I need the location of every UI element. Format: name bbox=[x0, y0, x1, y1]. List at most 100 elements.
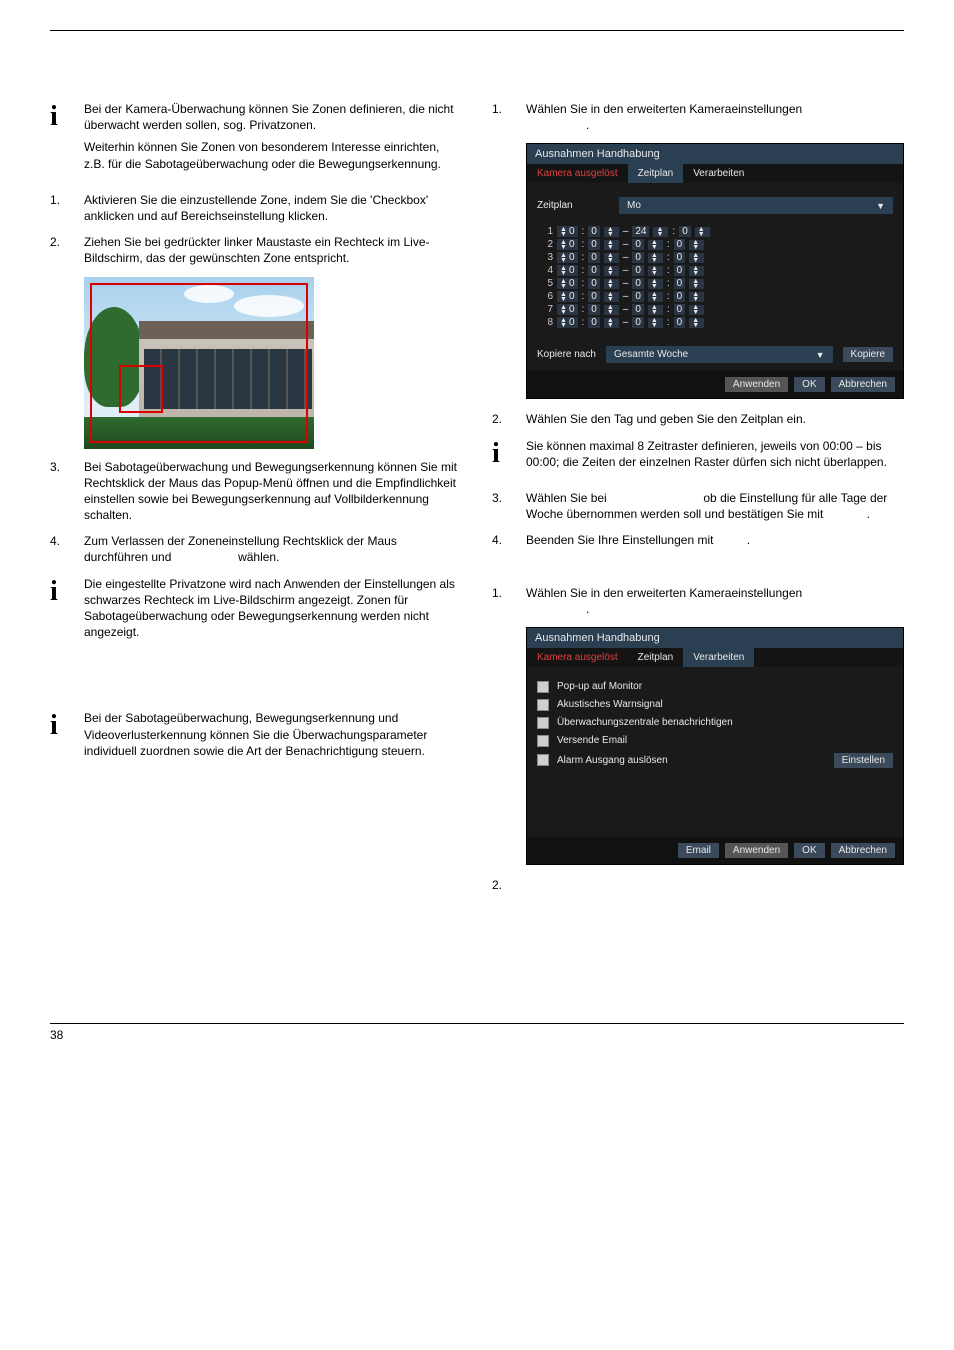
step-num: 1. bbox=[50, 192, 84, 208]
time-spinner[interactable]: ▲▼ bbox=[648, 253, 663, 263]
info-block-3: i Bei der Sabotageüberwachung, Bewegungs… bbox=[50, 710, 462, 765]
time-spinner[interactable]: ▲▼ bbox=[689, 305, 704, 315]
info3: Bei der Sabotageüberwachung, Bewegungser… bbox=[84, 710, 462, 759]
time-spinner[interactable]: 0 bbox=[632, 239, 644, 250]
checkbox[interactable] bbox=[537, 735, 549, 747]
time-spinner[interactable]: 0 bbox=[674, 278, 686, 289]
time-spinner[interactable]: ▲▼0 bbox=[557, 317, 578, 328]
time-spinner[interactable]: ▲▼ bbox=[648, 318, 663, 328]
step-num: 4. bbox=[50, 533, 84, 549]
time-spinner[interactable]: ▲▼ bbox=[695, 227, 710, 237]
tab-kamera[interactable]: Kamera ausgelöst bbox=[527, 648, 628, 667]
time-spinner[interactable]: 24 bbox=[632, 226, 649, 237]
step-num: 3. bbox=[50, 459, 84, 475]
time-spinner[interactable]: 0 bbox=[588, 291, 600, 302]
time-spinner[interactable]: ▲▼ bbox=[648, 279, 663, 289]
checkbox[interactable] bbox=[537, 699, 549, 711]
time-spinner[interactable]: 0 bbox=[632, 304, 644, 315]
step-num: 4. bbox=[492, 532, 526, 548]
time-spinner[interactable]: 0 bbox=[588, 304, 600, 315]
time-spinner[interactable]: ▲▼ bbox=[648, 305, 663, 315]
ok-button[interactable]: OK bbox=[794, 377, 824, 392]
time-spinner[interactable]: ▲▼ bbox=[648, 266, 663, 276]
time-spinner[interactable]: 0 bbox=[674, 291, 686, 302]
tab-zeitplan[interactable]: Zeitplan bbox=[628, 164, 684, 183]
chk-central: Überwachungszentrale benachrichtigen bbox=[557, 717, 733, 728]
time-spinner[interactable]: ▲▼0 bbox=[557, 226, 578, 237]
info2: Die eingestellte Privatzone wird nach An… bbox=[84, 576, 462, 641]
info-block-2: i Die eingestellte Privatzone wird nach … bbox=[50, 576, 462, 647]
time-spinner[interactable]: ▲▼0 bbox=[557, 265, 578, 276]
r1-step4: Beenden Sie Ihre Einstellungen mit . bbox=[526, 532, 904, 548]
copy-button[interactable]: Kopiere bbox=[843, 347, 893, 362]
time-spinner[interactable]: ▲▼ bbox=[604, 240, 619, 250]
tab-verarbeiten[interactable]: Verarbeiten bbox=[683, 648, 754, 667]
camera-preview-image bbox=[84, 277, 314, 449]
time-spinner[interactable]: ▲▼ bbox=[604, 279, 619, 289]
time-spinner[interactable]: 0 bbox=[674, 239, 686, 250]
apply-button[interactable]: Anwenden bbox=[725, 377, 788, 392]
r1-step3: Wählen Sie bei ob die Einstellung für al… bbox=[526, 490, 904, 522]
time-spinner[interactable]: 0 bbox=[588, 239, 600, 250]
time-spinner[interactable]: ▲▼ bbox=[604, 266, 619, 276]
info-icon: i bbox=[50, 710, 84, 740]
time-spinner[interactable]: ▲▼ bbox=[604, 292, 619, 302]
time-spinner[interactable]: 0 bbox=[679, 226, 691, 237]
time-spinner[interactable]: 0 bbox=[588, 226, 600, 237]
time-spinner[interactable]: 0 bbox=[674, 317, 686, 328]
time-spinner[interactable]: ▲▼ bbox=[689, 292, 704, 302]
time-spinner[interactable]: 0 bbox=[632, 265, 644, 276]
time-spinner[interactable]: ▲▼ bbox=[689, 253, 704, 263]
time-spinner[interactable]: ▲▼ bbox=[604, 253, 619, 263]
chk-alarm: Alarm Ausgang auslösen bbox=[557, 755, 668, 766]
tab-verarbeiten[interactable]: Verarbeiten bbox=[683, 164, 754, 183]
time-spinner[interactable]: 0 bbox=[588, 317, 600, 328]
step-num: 1. bbox=[492, 585, 526, 601]
time-spinner[interactable]: 0 bbox=[632, 252, 644, 263]
time-spinner[interactable]: 0 bbox=[588, 265, 600, 276]
checkbox[interactable] bbox=[537, 754, 549, 766]
time-spinner[interactable]: ▲▼0 bbox=[557, 239, 578, 250]
cancel-button[interactable]: Abbrechen bbox=[831, 377, 895, 392]
copy-label: Kopiere nach bbox=[537, 349, 596, 360]
time-spinner[interactable]: ▲▼0 bbox=[557, 252, 578, 263]
step-num: 3. bbox=[492, 490, 526, 506]
ok-button[interactable]: OK bbox=[794, 843, 824, 858]
time-spinner[interactable]: ▲▼ bbox=[648, 240, 663, 250]
time-spinner[interactable]: 0 bbox=[674, 265, 686, 276]
apply-button[interactable]: Anwenden bbox=[725, 843, 788, 858]
checkbox[interactable] bbox=[537, 717, 549, 729]
time-spinner[interactable]: 0 bbox=[632, 278, 644, 289]
time-spinner[interactable]: ▲▼ bbox=[604, 318, 619, 328]
scr2-title: Ausnahmen Handhabung bbox=[527, 628, 903, 648]
time-spinner[interactable]: 0 bbox=[632, 317, 644, 328]
zeitplan-day-select[interactable]: Mo ▼ bbox=[619, 197, 893, 214]
time-spinner[interactable]: ▲▼ bbox=[689, 318, 704, 328]
time-spinner[interactable]: ▲▼ bbox=[689, 279, 704, 289]
time-spinner[interactable]: 0 bbox=[674, 252, 686, 263]
email-button[interactable]: Email bbox=[678, 843, 719, 858]
time-spinner[interactable]: ▲▼0 bbox=[557, 278, 578, 289]
time-spinner[interactable]: ▲▼ bbox=[653, 227, 668, 237]
time-spinner[interactable]: ▲▼ bbox=[604, 305, 619, 315]
time-spinner[interactable]: 0 bbox=[588, 278, 600, 289]
time-spinner[interactable]: ▲▼0 bbox=[557, 304, 578, 315]
time-spinner[interactable]: ▲▼ bbox=[648, 292, 663, 302]
einstellen-button[interactable]: Einstellen bbox=[834, 753, 893, 768]
chk-popup: Pop-up auf Monitor bbox=[557, 681, 642, 692]
time-spinner[interactable]: ▲▼0 bbox=[557, 291, 578, 302]
time-spinner[interactable]: ▲▼ bbox=[604, 227, 619, 237]
time-spinner[interactable]: 0 bbox=[674, 304, 686, 315]
time-spinner[interactable]: ▲▼ bbox=[689, 266, 704, 276]
info4: Sie können maximal 8 Zeitraster definier… bbox=[526, 438, 904, 470]
tab-kamera[interactable]: Kamera ausgelöst bbox=[527, 164, 628, 183]
time-spinner[interactable]: 0 bbox=[588, 252, 600, 263]
tab-zeitplan[interactable]: Zeitplan bbox=[628, 648, 684, 667]
checkbox[interactable] bbox=[537, 681, 549, 693]
time-spinner[interactable]: 0 bbox=[632, 291, 644, 302]
cancel-button[interactable]: Abbrechen bbox=[831, 843, 895, 858]
chevron-down-icon: ▼ bbox=[816, 350, 825, 360]
copy-target-select[interactable]: Gesamte Woche ▼ bbox=[606, 346, 833, 363]
time-spinner[interactable]: ▲▼ bbox=[689, 240, 704, 250]
screenshot-verarbeiten: Ausnahmen Handhabung Kamera ausgelöst Ze… bbox=[526, 627, 904, 865]
